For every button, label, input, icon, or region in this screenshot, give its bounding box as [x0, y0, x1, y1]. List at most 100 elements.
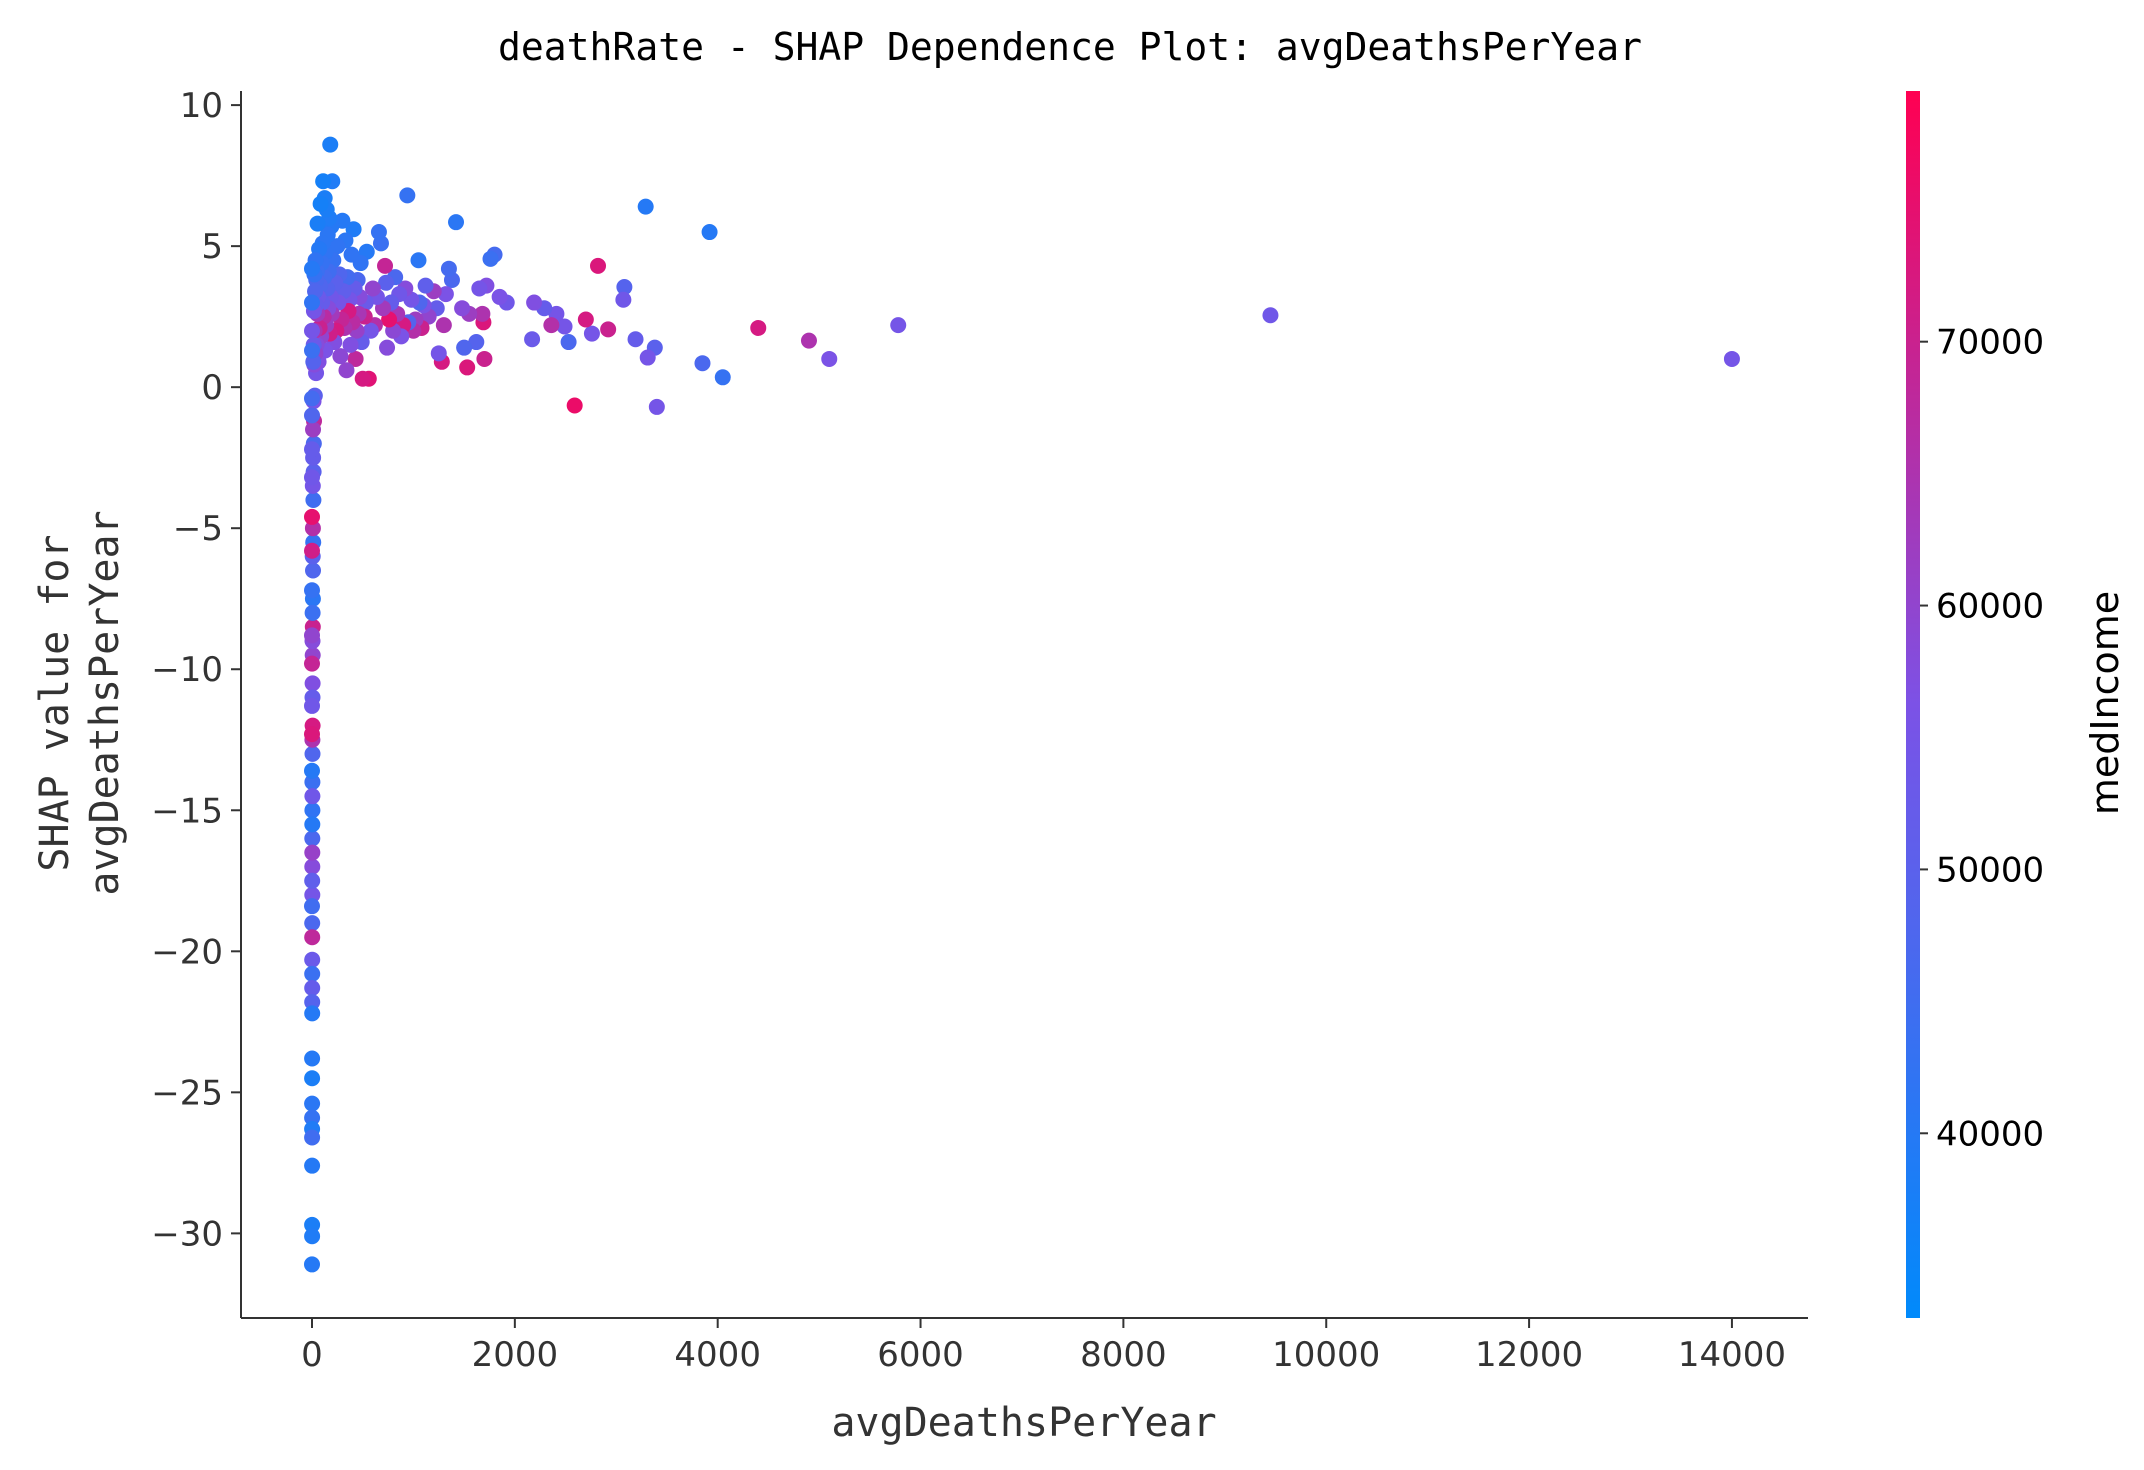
scatter-point — [304, 886, 321, 903]
scatter-point — [583, 325, 600, 342]
scatter-point — [304, 872, 321, 889]
scatter-point — [303, 726, 320, 743]
scatter-point — [370, 224, 387, 241]
scatter-point — [303, 655, 320, 672]
scatter-point — [303, 697, 320, 714]
scatter-point — [1262, 307, 1279, 324]
scatter-point — [305, 421, 322, 438]
scatter-point — [303, 898, 320, 915]
colorbar-title: medIncome — [2083, 591, 2127, 815]
scatter-point — [637, 198, 654, 215]
scatter-point — [694, 355, 711, 372]
scatter-point — [556, 318, 573, 335]
scatter-point — [304, 1216, 321, 1233]
scatter-point — [526, 294, 543, 311]
scatter-point — [304, 929, 321, 946]
scatter-point — [648, 398, 665, 415]
y-tick-label: 0 — [201, 368, 223, 408]
scatter-point — [456, 339, 473, 356]
scatter-point — [343, 246, 360, 263]
colorbar-tick-label: 60000 — [1936, 587, 2044, 627]
scatter-point — [437, 286, 454, 303]
y-tick-label: 5 — [201, 227, 223, 267]
colorbar-tick-label: 50000 — [1936, 850, 2044, 890]
scatter-point — [304, 1129, 321, 1146]
scatter-point — [590, 257, 607, 274]
colorbar — [1906, 91, 1920, 1318]
scatter-point — [615, 291, 632, 308]
scatter-point — [491, 288, 508, 305]
y-tick-label: −20 — [151, 932, 223, 972]
scatter-point — [332, 348, 349, 365]
scatter-point — [750, 319, 767, 336]
scatter-point — [476, 350, 493, 367]
scatter-point — [342, 336, 359, 353]
scatter-point — [303, 508, 320, 525]
scatter-point — [378, 274, 395, 291]
scatter-point — [566, 397, 583, 414]
scatter-point — [448, 214, 465, 231]
y-tick-label: −30 — [151, 1214, 223, 1254]
x-tick-label: 14000 — [1678, 1335, 1786, 1375]
scatter-point — [304, 745, 321, 762]
scatter-point — [821, 350, 838, 367]
scatter-point — [616, 279, 633, 296]
y-axis-ticks: 10 5 0 −5 −10 −15 −20 −25 −30 — [151, 86, 241, 1254]
scatter-point — [364, 280, 381, 297]
y-axis-title-line-2: avgDeathsPerYear — [82, 510, 128, 895]
scatter-point — [701, 224, 718, 241]
scatter-point — [454, 300, 471, 317]
scatter-point — [305, 562, 322, 579]
scatter-point — [304, 788, 321, 805]
x-tick-label: 8000 — [1080, 1335, 1167, 1375]
scatter-point — [303, 542, 320, 559]
scatter-point — [304, 604, 321, 621]
scatter-point — [304, 774, 321, 791]
scatter-point — [303, 441, 320, 458]
scatter-point — [304, 1070, 321, 1087]
scatter-point — [1723, 350, 1740, 367]
scatter-point — [459, 359, 476, 376]
scatter-point — [304, 965, 321, 982]
scatter-point — [304, 844, 321, 861]
scatter-point — [304, 915, 321, 932]
scatter-point — [304, 994, 321, 1011]
x-tick-label: 10000 — [1272, 1335, 1380, 1375]
x-axis-ticks: 0 2000 4000 6000 8000 10000 12000 14000 — [301, 1318, 1786, 1375]
scatter-point — [303, 407, 320, 424]
scatter-point — [304, 830, 321, 847]
x-tick-label: 0 — [301, 1335, 323, 1375]
scatter-point — [440, 260, 457, 277]
scatter-point — [304, 1050, 321, 1067]
scatter-point — [303, 469, 320, 486]
scatter-point — [304, 1095, 321, 1112]
scatter-point — [471, 280, 488, 297]
scatter-point — [303, 762, 320, 779]
scatter-point — [379, 339, 396, 356]
scatter-point — [312, 195, 329, 212]
y-tick-label: −5 — [173, 509, 223, 549]
colorbar-ticks: 70000 60000 50000 40000 — [1920, 323, 2044, 1154]
scatter-point — [362, 322, 379, 339]
y-tick-label: −10 — [151, 650, 223, 690]
scatter-point — [474, 305, 491, 322]
scatter-point — [304, 675, 321, 692]
y-tick-label: −15 — [151, 791, 223, 831]
x-tick-label: 2000 — [472, 1335, 559, 1375]
scatter-point — [345, 221, 362, 238]
scatter-point — [399, 187, 416, 204]
scatter-point — [560, 334, 577, 351]
x-tick-label: 4000 — [674, 1335, 761, 1375]
scatter-point — [347, 350, 364, 367]
chart-title: deathRate - SHAP Dependence Plot: avgDea… — [498, 25, 1642, 69]
scatter-point — [322, 136, 339, 153]
scatter-point — [354, 370, 371, 387]
scatter-point — [800, 332, 817, 349]
scatter-point — [303, 342, 320, 359]
scatter-point — [309, 215, 326, 232]
scatter-point — [303, 322, 320, 339]
scatter-point — [304, 1228, 321, 1245]
scatter-point — [304, 802, 321, 819]
x-tick-label: 12000 — [1475, 1335, 1583, 1375]
